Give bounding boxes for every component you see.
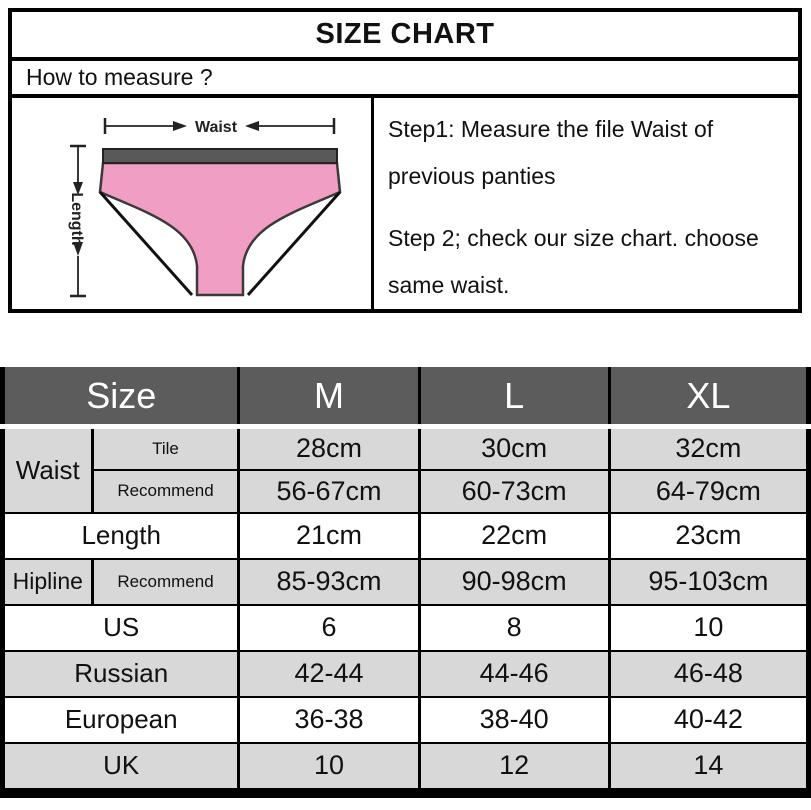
- cell-russian-m: 42-44: [237, 649, 421, 698]
- length-label: Length: [68, 192, 85, 245]
- cell-hipline-xl: 95-103cm: [607, 557, 811, 606]
- table-row-uk: UK 10 12 14: [0, 741, 811, 790]
- size-chart-panel: SIZE CHART How to measure ? Waist Length: [8, 8, 802, 313]
- table-row-waist-tile: Waist Tile 28cm 30cm 32cm: [1, 425, 811, 514]
- cell-waist-tile-xl: 32cm: [607, 425, 811, 471]
- page-title: SIZE CHART: [12, 12, 798, 61]
- section-gap: [0, 313, 811, 367]
- cell-uk-xl: 14: [607, 741, 811, 790]
- cell-european-xl: 40-42: [607, 695, 811, 744]
- cell-length-m: 21cm: [237, 511, 421, 560]
- sub-label-recommend: Recommend: [90, 468, 241, 514]
- cell-uk-m: 10: [237, 741, 421, 790]
- table-row-russian: Russian 42-44 44-46 46-48: [0, 649, 811, 698]
- row-label-uk: UK: [0, 741, 241, 790]
- cell-waist-rec-m: 56-67cm: [237, 468, 421, 514]
- panty-left-leg-edge: [98, 191, 194, 296]
- panty-right-leg-edge: [246, 191, 342, 296]
- row-label-length: Length: [0, 511, 241, 560]
- table-row-hipline: Hipline Recommend 85-93cm 90-98cm 95-103…: [1, 557, 811, 606]
- cell-uk-l: 12: [417, 741, 611, 790]
- col-header-xl: XL: [607, 367, 811, 429]
- cell-russian-xl: 46-48: [607, 649, 811, 698]
- table-row-length: Length 21cm 22cm 23cm: [0, 511, 811, 560]
- cell-waist-tile-m: 28cm: [237, 425, 421, 471]
- table-row-waist-recommend: Recommend 56-67cm 60-73cm 64-79cm: [3, 468, 811, 514]
- measure-steps: Step1: Measure the file Waist of previou…: [374, 98, 798, 309]
- row-label-hipline: Hipline: [1, 557, 94, 606]
- length-arrow-lower-head-icon: [73, 242, 83, 256]
- cell-waist-tile-l: 30cm: [417, 425, 611, 471]
- panty-waistband-shape: [102, 148, 338, 164]
- cell-hipline-m: 85-93cm: [237, 557, 421, 606]
- row-label-russian: Russian: [0, 649, 241, 698]
- sub-label-tile: Tile: [90, 425, 241, 471]
- how-to-measure-heading: How to measure ?: [12, 61, 798, 98]
- sub-label-hipline-recommend: Recommend: [90, 557, 241, 606]
- panty-diagram: Waist Length: [12, 98, 374, 309]
- step2-text: Step 2; check our size chart. choose sam…: [388, 225, 759, 299]
- col-header-l: L: [417, 367, 611, 429]
- waist-arrow-right-head-icon: [173, 121, 187, 131]
- cell-russian-l: 44-46: [417, 649, 611, 698]
- cell-waist-rec-xl: 64-79cm: [607, 468, 811, 514]
- waist-arrow-left-head-icon: [245, 121, 259, 131]
- cell-european-l: 38-40: [417, 695, 611, 744]
- cell-us-xl: 10: [607, 603, 811, 652]
- length-arrow-upper-head-icon: [73, 182, 83, 195]
- row-label-european: European: [0, 695, 241, 744]
- cell-european-m: 36-38: [237, 695, 421, 744]
- panty-diagram-svg: Waist Length: [68, 118, 342, 298]
- row-label-waist: Waist: [1, 425, 94, 514]
- col-header-m: M: [237, 367, 421, 429]
- table-row-european: European 36-38 38-40 40-42: [0, 695, 811, 744]
- cell-length-l: 22cm: [417, 511, 611, 560]
- cell-us-l: 8: [417, 603, 611, 652]
- table-header-row: Size M L XL: [0, 367, 811, 429]
- col-header-size: Size: [0, 367, 241, 429]
- size-table: Size M L XL Waist Tile 28cm 30cm 32cm Re…: [0, 367, 811, 790]
- bottom-border-bar: [0, 789, 811, 798]
- row-label-us: US: [0, 603, 241, 652]
- cell-waist-rec-l: 60-73cm: [417, 468, 611, 514]
- table-row-us: US 6 8 10: [0, 603, 811, 652]
- waist-label: Waist: [195, 119, 238, 136]
- panty-body-shape: [98, 161, 342, 297]
- cell-us-m: 6: [237, 603, 421, 652]
- cell-length-xl: 23cm: [607, 511, 811, 560]
- measure-section: Waist Length Step1: Measure the fi: [12, 98, 798, 309]
- cell-hipline-l: 90-98cm: [417, 557, 611, 606]
- step1-text: Step1: Measure the file Waist of previou…: [388, 116, 714, 190]
